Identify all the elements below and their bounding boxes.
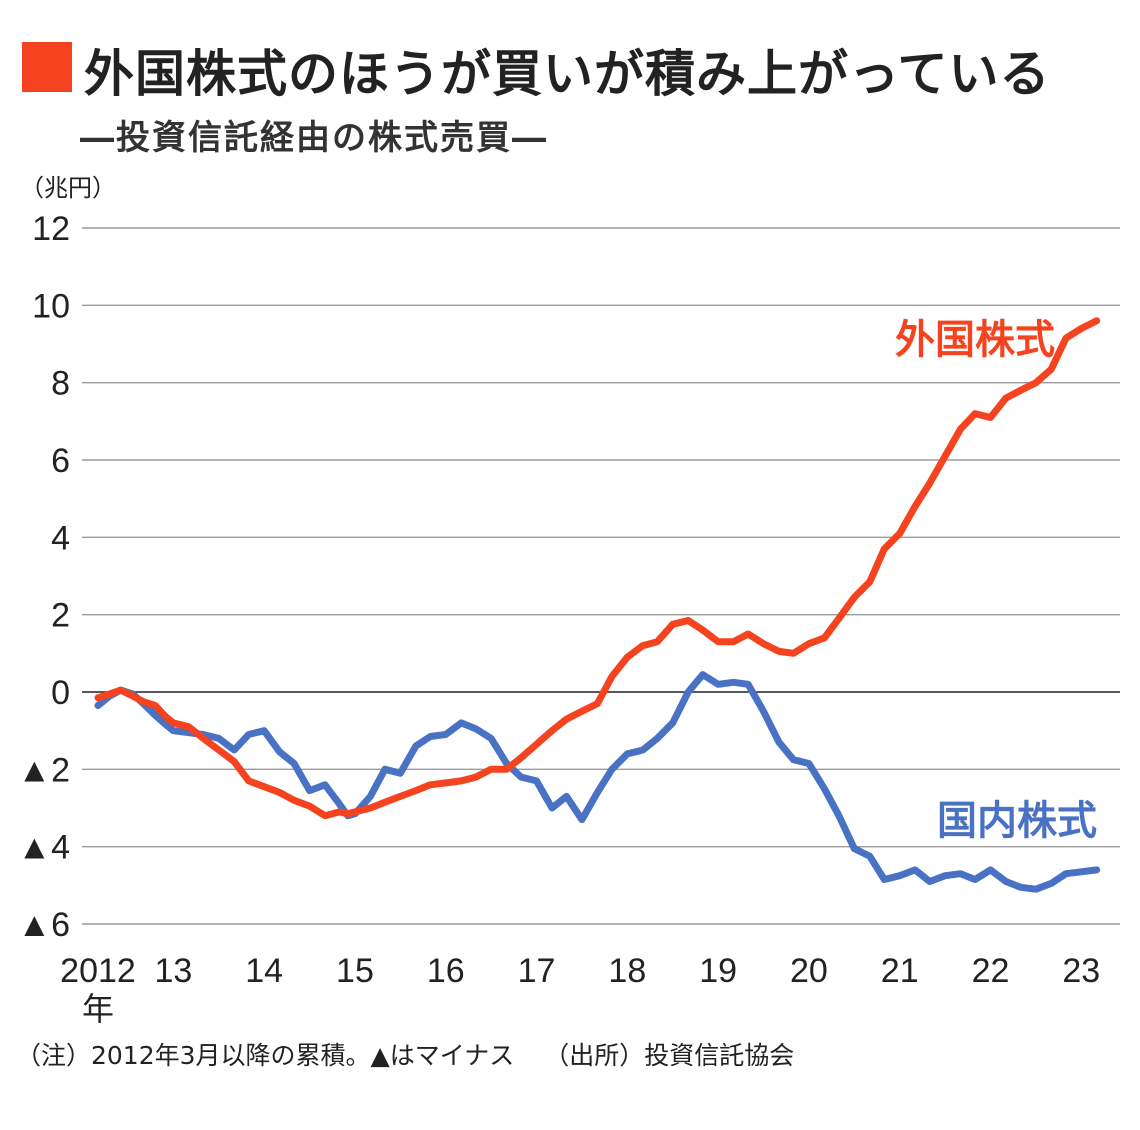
x-tick-labels: 2012 13 14 15 16 17 18 19 20 21 22 23 年 bbox=[60, 952, 1100, 1028]
series-labels: 国内株式 外国株式 bbox=[895, 317, 1097, 844]
x-tick-label: 22 bbox=[972, 952, 1010, 990]
x-tick-label: 17 bbox=[518, 952, 556, 990]
y-tick-label: 12 bbox=[32, 210, 70, 248]
chart-subtitle: ―投資信託経由の株式売買― bbox=[80, 118, 548, 158]
y-tick-label: ▲4 bbox=[17, 829, 70, 867]
y-tick-label: 0 bbox=[51, 674, 70, 712]
x-year-suffix: 年 bbox=[82, 990, 114, 1028]
footnote: （注）2012年3月以降の累積。▲はマイナス （出所）投資信託協会 bbox=[16, 1036, 794, 1072]
series-label-1: 国内株式 bbox=[937, 798, 1097, 844]
x-tick-label: 16 bbox=[427, 952, 465, 990]
grid-lines bbox=[82, 227, 1120, 925]
x-tick-label: 23 bbox=[1062, 952, 1100, 990]
series-line-0 bbox=[94, 317, 1101, 820]
x-tick-label: 18 bbox=[608, 952, 646, 990]
y-tick-label: 6 bbox=[51, 442, 70, 480]
y-tick-label: 10 bbox=[32, 287, 70, 325]
y-tick-label: ▲2 bbox=[17, 751, 70, 789]
x-tick-label: 13 bbox=[154, 952, 192, 990]
x-tick-label: 20 bbox=[790, 952, 828, 990]
x-tick-label: 14 bbox=[245, 952, 283, 990]
series-line-1 bbox=[94, 671, 1101, 893]
x-tick-label: 15 bbox=[336, 952, 374, 990]
x-tick-label: 2012 bbox=[60, 952, 136, 990]
note-text: （注）2012年3月以降の累積。▲はマイナス bbox=[16, 1041, 515, 1070]
y-tick-label: ▲6 bbox=[17, 906, 70, 944]
y-axis-unit: （兆円） bbox=[20, 174, 116, 202]
x-tick-label: 21 bbox=[881, 952, 919, 990]
y-tick-label: 8 bbox=[51, 365, 70, 403]
y-tick-label: 2 bbox=[51, 597, 70, 635]
series-lines bbox=[94, 317, 1101, 893]
chart-title: 外国株式のほうが買いが積み上がっている bbox=[84, 45, 1051, 103]
y-tick-label: 4 bbox=[51, 519, 70, 557]
x-tick-label: 19 bbox=[699, 952, 737, 990]
title-marker bbox=[22, 42, 72, 92]
y-tick-labels: 12 10 8 6 4 2 0 ▲2 ▲4 ▲6 bbox=[17, 210, 70, 944]
source-text: （出所）投資信託協会 bbox=[544, 1041, 795, 1070]
series-label-0: 外国株式 bbox=[895, 317, 1055, 363]
